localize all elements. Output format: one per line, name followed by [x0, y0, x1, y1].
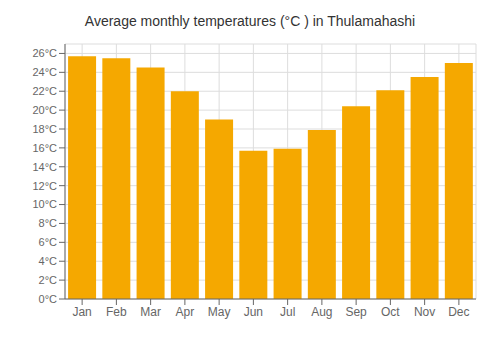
svg-text:Sep: Sep — [345, 305, 367, 319]
html-text:Average monthly temperatures (: Average monthly temperatures (°C ) in Th… — [84, 13, 416, 29]
svg-text:10°C: 10°C — [32, 198, 57, 210]
svg-text:Dec: Dec — [448, 305, 469, 319]
svg-text:Jun: Jun — [244, 305, 263, 319]
svg-text:14°C: 14°C — [32, 161, 57, 173]
svg-text:0°C: 0°C — [39, 293, 58, 305]
svg-text:Nov: Nov — [414, 305, 435, 319]
svg-text:16°C: 16°C — [32, 142, 57, 154]
svg-text:Feb: Feb — [106, 305, 127, 319]
svg-text:2°C: 2°C — [39, 274, 58, 286]
svg-text:6°C: 6°C — [39, 236, 58, 248]
svg-text:Mar: Mar — [140, 305, 161, 319]
svg-text:Oct: Oct — [381, 305, 400, 319]
svg-text:4°C: 4°C — [39, 255, 58, 267]
svg-text:12°C: 12°C — [32, 180, 57, 192]
svg-text:8°C: 8°C — [39, 217, 58, 229]
svg-text:Apr: Apr — [176, 305, 195, 319]
svg-text:Jul: Jul — [280, 305, 295, 319]
svg-text:Aug: Aug — [311, 305, 332, 319]
svg-text:24°C: 24°C — [32, 66, 57, 78]
svg-text:20°C: 20°C — [32, 104, 57, 116]
svg-text:May: May — [208, 305, 231, 319]
svg-text:18°C: 18°C — [32, 123, 57, 135]
svg-text:26°C: 26°C — [32, 47, 57, 59]
svg-text:Jan: Jan — [72, 305, 91, 319]
svg-text:22°C: 22°C — [32, 85, 57, 97]
